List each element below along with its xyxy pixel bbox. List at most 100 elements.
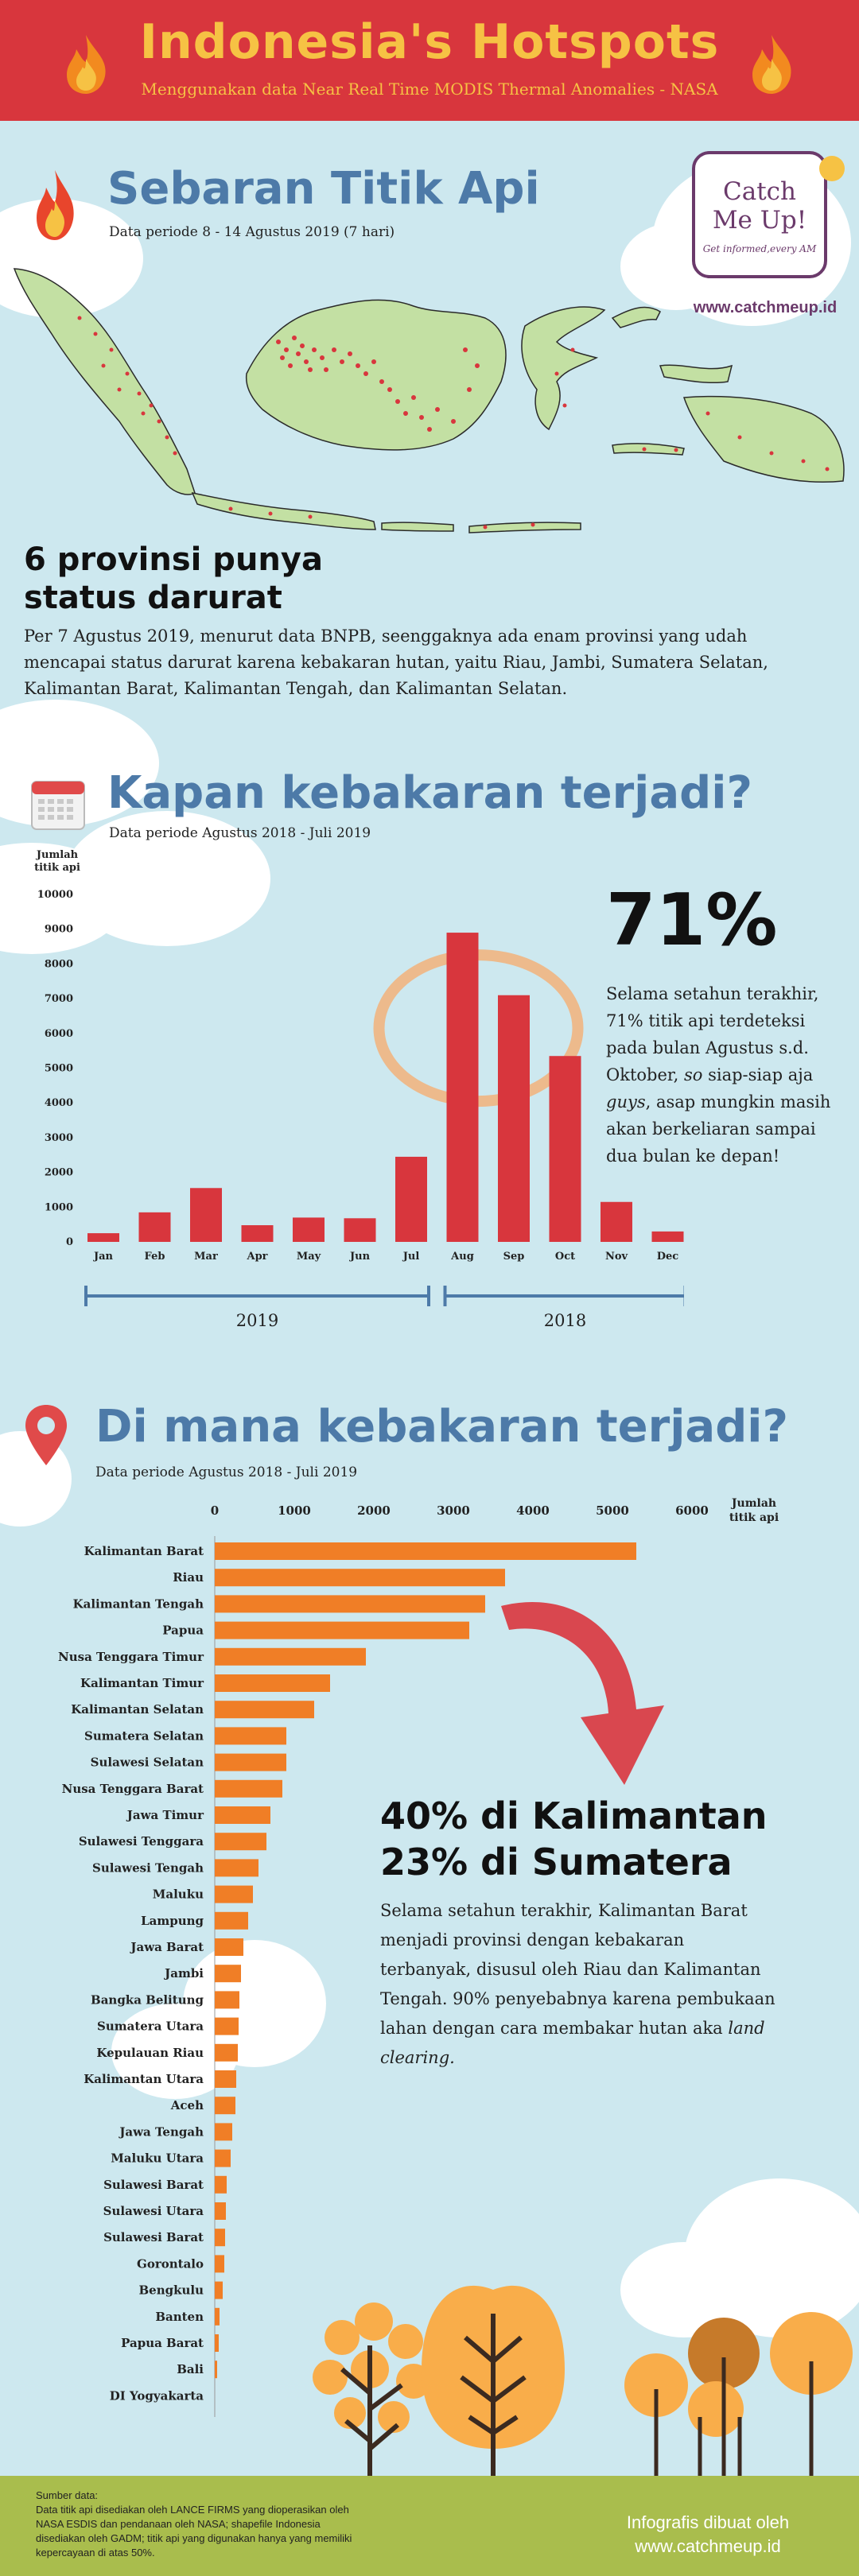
x-tick-label: 3000 — [437, 1503, 470, 1518]
flame-icon — [67, 35, 106, 94]
emergency-heading: 6 provinsi punya status darurat — [24, 541, 323, 616]
x-tick-label: Mar — [194, 1251, 218, 1263]
curved-arrow-icon — [501, 1602, 664, 1785]
bar-nov — [601, 1201, 632, 1242]
bar-jul — [395, 1156, 427, 1242]
province-label: Jawa Timur — [126, 1808, 204, 1822]
y-tick-label: 3000 — [45, 1132, 73, 1144]
footer: Sumber data: Data titik api disediakan o… — [0, 2476, 859, 2576]
bar-province — [215, 2123, 232, 2141]
section-title-sebaran: Sebaran Titik Api — [107, 163, 540, 215]
province-label: Kalimantan Barat — [84, 1544, 204, 1558]
catchmeup-logo: Catch Me Up! Get informed,every AM — [692, 151, 827, 278]
y-tick-label: 5000 — [45, 1063, 73, 1075]
province-label: Sumatera Utara — [97, 2019, 204, 2034]
bar-province — [215, 1701, 314, 1719]
header-banner: Indonesia's Hotspots Menggunakan data Ne… — [0, 0, 859, 121]
province-label: Jambi — [163, 1966, 204, 1980]
bar-province — [215, 1911, 248, 1930]
bar-jan — [87, 1233, 119, 1242]
y-tick-label: 8000 — [45, 958, 73, 970]
bar-province — [215, 2255, 224, 2273]
section-title-kapan: Kapan kebakaran terjadi? — [107, 767, 752, 819]
bar-province — [215, 1885, 253, 1903]
province-label: Kalimantan Tengah — [73, 1596, 204, 1611]
credit: Infografis dibuat oleh www.catchmeup.id — [626, 2512, 790, 2556]
bar-province — [215, 2097, 235, 2115]
bar-oct — [549, 1056, 581, 1242]
x-tick-label: Aug — [450, 1251, 474, 1263]
bar-apr — [241, 1225, 274, 1242]
bar-province — [215, 1833, 266, 1851]
province-label: DI Yogyakarta — [110, 2388, 204, 2403]
province-label: Papua — [162, 1624, 204, 1638]
stat-paragraph-71: Selama setahun terakhir, 71% titik api t… — [606, 984, 831, 1166]
province-label: Bali — [177, 2362, 204, 2376]
section-period: Data periode Agustus 2018 - Juli 2019 — [109, 825, 371, 841]
indonesia-hotspot-map — [13, 268, 845, 533]
province-label: Kalimantan Selatan — [71, 1702, 204, 1717]
bar-province — [215, 2281, 223, 2299]
section-period: Data periode Agustus 2018 - Juli 2019 — [95, 1465, 358, 1480]
bar-province — [215, 1674, 330, 1692]
bar-jun — [344, 1218, 376, 1242]
y-tick-label: 1000 — [45, 1201, 73, 1213]
province-label: Sulawesi Barat — [103, 2178, 204, 2192]
x-tick-label: 4000 — [516, 1503, 550, 1518]
province-label: Riau — [173, 1570, 204, 1585]
bar-may — [293, 1217, 325, 1242]
brand-website: www.catchmeup.id — [693, 299, 838, 316]
province-label: Sulawesi Tenggara — [79, 1834, 204, 1849]
section-period: Data periode 8 - 14 Agustus 2019 (7 hari… — [109, 224, 395, 240]
province-label: DKI Jakarta — [124, 2415, 204, 2417]
bar-province — [215, 2202, 226, 2220]
bar-province — [215, 2334, 219, 2352]
bar-sep — [498, 995, 530, 1242]
bar-province — [215, 1859, 258, 1877]
province-label: Sulawesi Utara — [103, 2204, 204, 2218]
province-label: Banten — [155, 2310, 204, 2324]
y-tick-label: 4000 — [45, 1097, 73, 1109]
x-tick-label: Dec — [657, 1251, 679, 1263]
x-axis-label: Jumlah — [730, 1497, 776, 1510]
bar-province — [215, 1965, 241, 1983]
big-stat-71: 71% — [606, 879, 778, 962]
x-tick-label: May — [297, 1251, 321, 1263]
y-tick-label: 0 — [66, 1236, 73, 1248]
section-title-dimana: Di mana kebakaran terjadi? — [95, 1401, 788, 1453]
x-tick-label: Feb — [145, 1251, 165, 1263]
bar-province — [215, 2017, 239, 2035]
bar-province — [215, 1647, 366, 1666]
hotspot-dots — [77, 316, 830, 530]
bar-province — [215, 1938, 243, 1956]
bar-province — [215, 2070, 236, 2088]
bar-province — [215, 1779, 282, 1798]
y-axis-label: titik api — [34, 862, 80, 874]
bar-province — [215, 2361, 217, 2379]
x-tick-label: Apr — [246, 1251, 267, 1263]
x-axis-label: titik api — [729, 1511, 779, 1524]
province-label: Nusa Tenggara Timur — [58, 1650, 204, 1664]
bar-aug — [446, 933, 479, 1242]
bar-province — [215, 2175, 227, 2194]
bar-province — [215, 1753, 286, 1771]
y-tick-label: 10000 — [37, 889, 73, 901]
y-tick-label: 6000 — [45, 1028, 73, 1040]
regional-stat-paragraph: Selama setahun terakhir, Kalimantan Bara… — [380, 1901, 775, 2067]
bar-province — [215, 1595, 485, 1613]
bar-province — [215, 2229, 225, 2247]
bar-province — [215, 2307, 220, 2326]
province-label: Kalimantan Timur — [80, 1676, 204, 1690]
tree-illustration — [313, 2285, 853, 2485]
page-title: Indonesia's Hotspots — [139, 14, 720, 70]
province-label: Kalimantan Utara — [84, 2072, 204, 2086]
year-label-2019: 2019 — [236, 1311, 278, 1330]
province-label: Lampung — [141, 1914, 204, 1928]
bar-province — [215, 1621, 469, 1639]
bar-dec — [651, 1231, 684, 1242]
x-tick-label: Jan — [93, 1251, 114, 1263]
emergency-paragraph: Per 7 Agustus 2019, menurut data BNPB, s… — [24, 627, 768, 698]
province-label: Sulawesi Tengah — [92, 1860, 204, 1875]
province-label: Gorontalo — [137, 2256, 204, 2271]
